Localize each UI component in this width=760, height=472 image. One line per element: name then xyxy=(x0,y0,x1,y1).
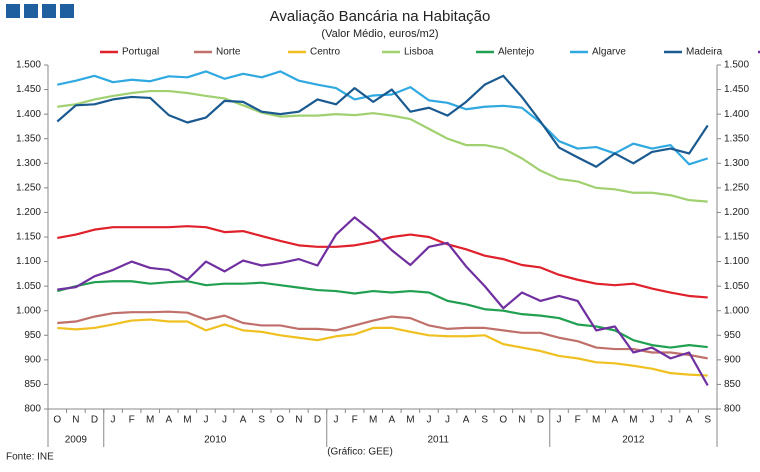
y2-tick-label: 1.450 xyxy=(724,84,749,95)
x-tick-label: D xyxy=(537,415,544,426)
x-tick-label: J xyxy=(203,415,208,426)
x-tick-label: J xyxy=(668,415,673,426)
y-tick-label: 900 xyxy=(24,354,41,365)
x-tick-label: M xyxy=(369,415,377,426)
x-tick-label: F xyxy=(129,415,135,426)
y-tick-label: 800 xyxy=(24,404,41,415)
y2-tick-label: 1.350 xyxy=(724,133,749,144)
x-tick-label: A xyxy=(686,415,693,426)
y2-tick-label: 1.300 xyxy=(724,158,749,169)
y-tick-label: 950 xyxy=(24,330,41,341)
legend-label: Madeira xyxy=(686,47,723,58)
series-line xyxy=(56,74,709,168)
series-line xyxy=(57,216,709,386)
y2-tick-label: 1.250 xyxy=(724,182,749,193)
y2-tick-label: 1.050 xyxy=(724,281,749,292)
legend-label: Portugal xyxy=(122,47,159,58)
year-label: 2011 xyxy=(427,435,449,446)
logo-square xyxy=(6,4,20,18)
x-tick-label: N xyxy=(72,415,79,426)
year-label: 2010 xyxy=(204,435,227,446)
source: Fonte: INE xyxy=(6,452,54,463)
x-tick-label: D xyxy=(91,415,98,426)
x-tick-label: J xyxy=(222,415,227,426)
chart-title: Avaliação Bancária na Habitação xyxy=(270,8,491,25)
logo-square xyxy=(24,4,38,18)
y2-tick-label: 900 xyxy=(724,354,741,365)
x-tick-label: A xyxy=(240,415,247,426)
y-tick-label: 1.100 xyxy=(16,256,41,267)
y-tick-label: 1.200 xyxy=(16,207,41,218)
y2-tick-label: 1.400 xyxy=(724,109,749,120)
x-tick-label: J xyxy=(445,415,450,426)
credit: (Gráfico: GEE) xyxy=(327,447,393,458)
x-tick-label: F xyxy=(352,415,358,426)
legend-label: Norte xyxy=(216,47,241,58)
series-line xyxy=(57,318,708,377)
x-tick-label: M xyxy=(183,415,191,426)
y2-tick-label: 1.500 xyxy=(724,60,749,71)
x-tick-label: D xyxy=(314,415,321,426)
legend-label: Centro xyxy=(310,47,340,58)
y-tick-label: 1.450 xyxy=(16,84,41,95)
x-tick-label: F xyxy=(575,415,581,426)
x-tick-label: J xyxy=(557,415,562,426)
x-tick-label: S xyxy=(481,415,488,426)
x-tick-label: J xyxy=(649,415,654,426)
x-tick-label: A xyxy=(388,415,395,426)
series-line xyxy=(57,89,708,203)
legend-label: Lisboa xyxy=(404,47,434,58)
x-tick-label: S xyxy=(258,415,265,426)
y-tick-label: 1.150 xyxy=(16,232,41,243)
series-line xyxy=(57,310,708,360)
x-tick-label: J xyxy=(426,415,431,426)
y2-tick-label: 950 xyxy=(724,330,741,341)
x-tick-label: J xyxy=(111,415,116,426)
y-tick-label: 1.300 xyxy=(16,158,41,169)
y-tick-label: 850 xyxy=(24,379,41,390)
legend-label: Alentejo xyxy=(498,47,535,58)
y-tick-label: 1.350 xyxy=(16,133,41,144)
y2-tick-label: 1.200 xyxy=(724,207,749,218)
x-tick-label: O xyxy=(276,415,284,426)
chart-subtitle: (Valor Médio, euros/m2) xyxy=(321,28,438,40)
y2-tick-label: 800 xyxy=(724,404,741,415)
x-tick-label: A xyxy=(165,415,172,426)
y2-tick-label: 1.150 xyxy=(724,232,749,243)
y2-tick-label: 850 xyxy=(724,379,741,390)
y-tick-label: 1.400 xyxy=(16,109,41,120)
y2-tick-label: 1.100 xyxy=(724,256,749,267)
x-tick-label: S xyxy=(704,415,711,426)
x-tick-label: A xyxy=(463,415,470,426)
x-tick-label: A xyxy=(611,415,618,426)
y2-tick-label: 1.000 xyxy=(724,305,749,316)
x-tick-label: N xyxy=(295,415,302,426)
series-line xyxy=(57,225,708,299)
y-tick-label: 1.050 xyxy=(16,281,41,292)
series-line xyxy=(57,70,709,166)
year-label: 2012 xyxy=(622,435,645,446)
series-line xyxy=(57,280,708,349)
x-tick-label: O xyxy=(499,415,507,426)
logo-square xyxy=(60,4,74,18)
x-tick-label: N xyxy=(518,415,525,426)
y-tick-label: 1.250 xyxy=(16,182,41,193)
x-tick-label: M xyxy=(592,415,600,426)
logo-square xyxy=(42,4,56,18)
y-tick-label: 1.000 xyxy=(16,305,41,316)
x-tick-label: M xyxy=(406,415,414,426)
x-tick-label: M xyxy=(146,415,154,426)
legend-label: Algarve xyxy=(592,47,626,58)
x-tick-label: O xyxy=(53,415,61,426)
y-tick-label: 1.500 xyxy=(16,60,41,71)
x-tick-label: J xyxy=(334,415,339,426)
year-label: 2009 xyxy=(65,435,88,446)
x-tick-label: M xyxy=(629,415,637,426)
